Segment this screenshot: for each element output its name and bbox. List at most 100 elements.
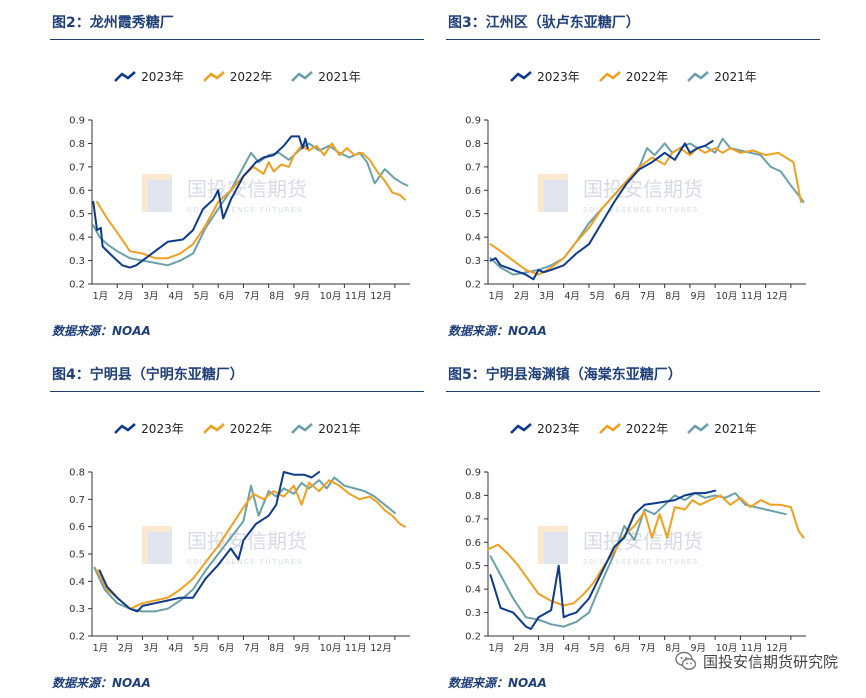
- x-tick-label: 1月: [489, 291, 505, 302]
- x-tick-label: 10月: [320, 291, 342, 302]
- y-tick-label: 0.6: [465, 186, 481, 197]
- series-line-2022: [489, 147, 802, 276]
- y-tick-label: 0.8: [69, 139, 85, 150]
- y-tick-label: 0.4: [465, 585, 481, 596]
- watermark-logo-mark: [148, 180, 172, 212]
- x-tick-label: 11月: [741, 643, 763, 654]
- x-tick-label: 6月: [219, 643, 235, 654]
- x-tick-label: 7月: [244, 291, 260, 302]
- y-tick-label: 0.4: [465, 233, 481, 244]
- y-tick-label: 0.6: [465, 538, 481, 549]
- x-tick-label: 1月: [489, 643, 505, 654]
- legend-item: 2022年: [598, 420, 668, 437]
- legend-swatch: [291, 70, 314, 82]
- chart-panel-haiyuan: 图5：宁明县海渊镇（海棠东亚糖厂） 2023年 2022年 2021年 国投安信期货…: [446, 352, 820, 690]
- chart-title: 图5：宁明县海渊镇（海棠东亚糖厂）: [448, 367, 682, 383]
- x-tick-label: 3月: [539, 291, 555, 302]
- x-tick-label: 4月: [168, 643, 184, 654]
- x-tick-label: 10月: [716, 291, 738, 302]
- series-line-2023: [98, 471, 321, 613]
- y-tick-label: 0.4: [69, 577, 85, 588]
- x-tick-label: 10月: [320, 643, 342, 654]
- y-tick-label: 0.7: [69, 162, 85, 173]
- y-tick-label: 0.5: [69, 550, 85, 561]
- legend-item: 2021年: [686, 68, 757, 85]
- watermark-text: 国投安信期货: [583, 529, 703, 553]
- y-tick-label: 0.6: [69, 186, 85, 197]
- x-tick-label: 6月: [219, 291, 235, 302]
- x-tick-label: 5月: [194, 291, 210, 302]
- watermark: 国投安信期货 SDIC ESSENCE FUTURES: [142, 174, 307, 214]
- x-tick-label: 4月: [564, 291, 580, 302]
- x-tick-label: 1月: [93, 291, 109, 302]
- y-tick-label: 0.4: [69, 233, 85, 244]
- legend-label: 2022年: [229, 70, 273, 84]
- legend-label: 2023年: [141, 70, 184, 84]
- watermark-subtext: SDIC ESSENCE FUTURES: [583, 558, 699, 566]
- line-plot: 国投安信期货 SDIC ESSENCE FUTURES 0.2 0.3 0.4 0.5 0.…: [465, 468, 806, 654]
- x-tick-label: 7月: [640, 291, 656, 302]
- legend-label: 2021年: [714, 70, 757, 84]
- legend-swatch: [598, 70, 621, 82]
- x-tick-label: 12月: [370, 643, 392, 654]
- y-tick-label: 0.9: [69, 116, 85, 127]
- series-line-2023: [489, 140, 714, 281]
- y-tick-label: 0.3: [69, 256, 85, 267]
- series-line-2022: [96, 479, 406, 610]
- x-tick-label: 9月: [295, 291, 311, 302]
- y-tick-label: 0.8: [465, 491, 481, 502]
- y-tick-label: 0.8: [465, 139, 481, 150]
- legend-label: 2023年: [537, 70, 580, 84]
- x-tick-label: 10月: [716, 643, 738, 654]
- y-tick-label: 0.9: [465, 468, 481, 479]
- y-tick-label: 0.7: [465, 162, 481, 173]
- legend-item: 2023年: [113, 68, 184, 85]
- x-tick-label: 2月: [514, 643, 530, 654]
- x-tick-label: 9月: [295, 643, 311, 654]
- y-tick-label: 0.2: [465, 632, 481, 643]
- legend-item: 2023年: [113, 420, 184, 437]
- series-line-2023: [489, 489, 717, 630]
- watermark-subtext: SDIC ESSENCE FUTURES: [583, 206, 699, 214]
- series-line-2023: [92, 135, 309, 269]
- x-tick-label: 3月: [143, 291, 159, 302]
- watermark-logo-mark: [142, 526, 172, 564]
- watermark-subtext: SDIC ESSENCE FUTURES: [187, 558, 303, 566]
- y-tick-label: 0.2: [69, 632, 85, 643]
- y-tick-label: 0.3: [465, 608, 481, 619]
- x-tick-label: 9月: [691, 291, 707, 302]
- legend-swatch: [114, 422, 137, 434]
- chart-legend: 2023年 2022年 2021年: [50, 68, 424, 85]
- chart-legend: 2023年 2022年 2021年: [446, 68, 820, 85]
- data-source: 数据来源：NOAA: [52, 324, 151, 338]
- x-tick-label: 7月: [640, 643, 656, 654]
- line-plot: 国投安信期货 SDIC ESSENCE FUTURES 0.2 0.3 0.4 0.5 0.…: [69, 468, 410, 654]
- legend-swatch: [687, 70, 710, 82]
- y-tick-label: 0.5: [465, 561, 481, 572]
- x-tick-label: 5月: [194, 643, 210, 654]
- watermark-text: 国投安信期货: [187, 177, 307, 201]
- title-rule: [50, 391, 424, 392]
- x-tick-label: 12月: [766, 291, 788, 302]
- watermark-logo-mark: [538, 174, 568, 212]
- y-tick-label: 0.2: [465, 280, 481, 291]
- chart-panel-jiangzhou: 图3：江州区（驮卢东亚糖厂） 2023年 2022年 2021年 国投安信期货 SDI…: [446, 0, 820, 338]
- series-line-2021: [92, 142, 409, 267]
- x-tick-label: 1月: [93, 643, 109, 654]
- x-tick-label: 4月: [168, 291, 184, 302]
- legend-swatch: [510, 70, 533, 82]
- chart-title: 图2：龙州霞秀糖厂: [52, 15, 174, 31]
- y-tick-label: 0.6: [69, 522, 85, 533]
- legend-item: 2023年: [509, 420, 580, 437]
- x-tick-label: 3月: [539, 643, 555, 654]
- x-tick-label: 8月: [269, 643, 285, 654]
- x-tick-label: 5月: [590, 643, 606, 654]
- x-tick-label: 4月: [564, 643, 580, 654]
- line-plot: 国投安信期货 SDIC ESSENCE FUTURES 0.2 0.3 0.4 0.5 0.…: [465, 116, 806, 302]
- y-tick-label: 0.2: [69, 280, 85, 291]
- title-rule: [50, 39, 424, 40]
- x-tick-label: 11月: [345, 291, 367, 302]
- legend-label: 2023年: [141, 422, 184, 436]
- series-line-2021: [489, 137, 805, 276]
- x-tick-label: 9月: [691, 643, 707, 654]
